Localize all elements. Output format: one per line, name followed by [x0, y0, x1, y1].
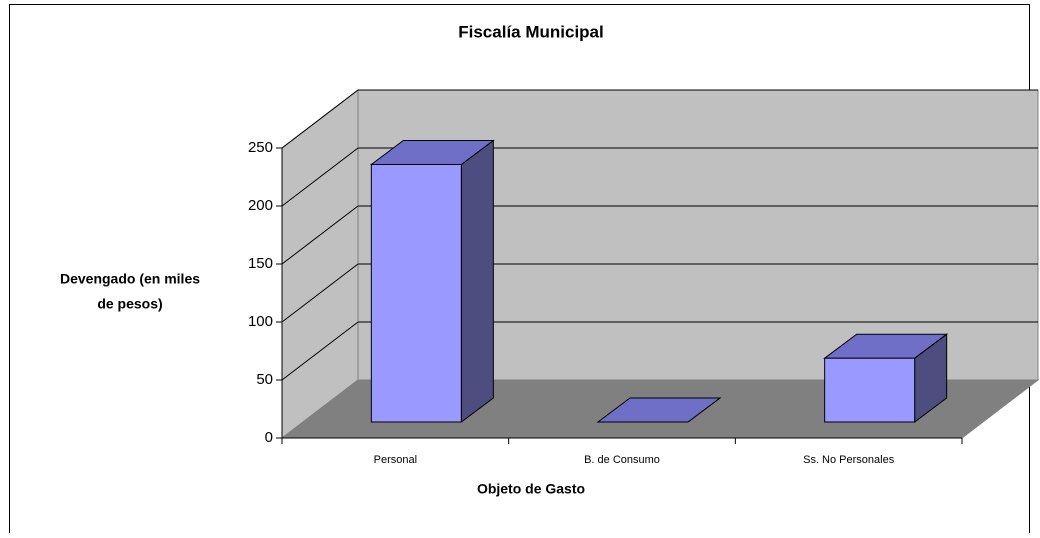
chart-title: Fiscalía Municipal [458, 22, 604, 41]
side-wall [281, 88, 359, 440]
x-tick-label: Personal [374, 454, 417, 466]
bar-side [460, 139, 494, 423]
y-tick-label: 0 [265, 429, 273, 446]
x-axis-title: Objeto de Gasto [477, 481, 585, 497]
y-axis-title: de pesos) [97, 296, 162, 312]
x-tick-label: B. de Consumo [584, 454, 660, 466]
y-tick-label: 100 [248, 313, 273, 330]
y-tick-label: 250 [248, 139, 273, 156]
x-tick-label: Ss. No Personales [803, 454, 895, 466]
grid-line [281, 263, 359, 323]
y-tick-label: 150 [248, 255, 273, 272]
grid-line [281, 205, 359, 265]
y-tick-label: 200 [248, 197, 273, 214]
bar-top [596, 397, 722, 423]
bar [824, 357, 916, 423]
grid-line [281, 321, 359, 381]
y-tick-label: 50 [256, 371, 273, 388]
bar [370, 163, 462, 423]
y-axis-title: Devengado (en miles [60, 271, 200, 287]
grid-line [281, 89, 359, 149]
grid-line [281, 147, 359, 207]
